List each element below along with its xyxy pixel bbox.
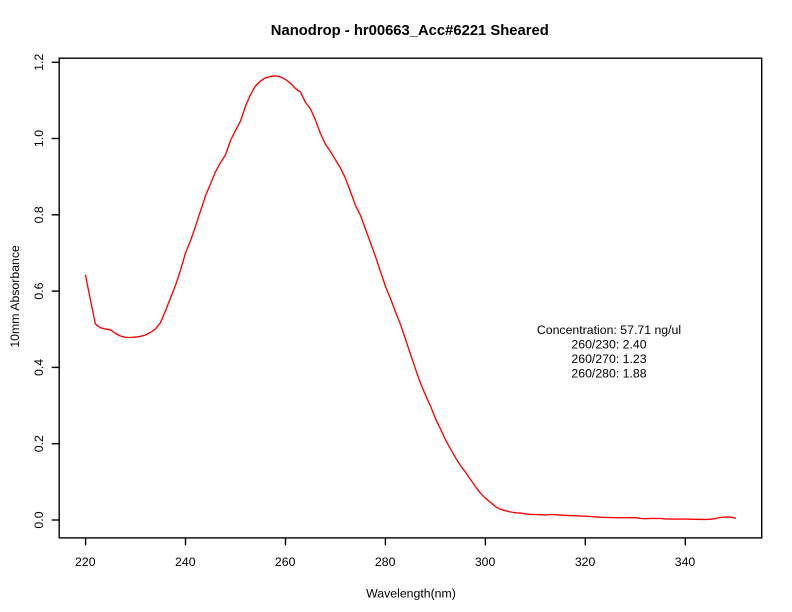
svg-text:Nanodrop - hr00663_Acc#6221 Sh: Nanodrop - hr00663_Acc#6221 Sheared (271, 23, 549, 39)
svg-text:260/270: 1.23: 260/270: 1.23 (571, 352, 646, 366)
svg-text:260: 260 (275, 555, 296, 569)
svg-text:340: 340 (675, 555, 696, 569)
svg-text:260/230: 2.40: 260/230: 2.40 (571, 338, 646, 352)
svg-text:Concentration: 57.71 ng/ul: Concentration: 57.71 ng/ul (537, 323, 681, 337)
svg-text:Wavelength(nm): Wavelength(nm) (366, 587, 456, 601)
svg-text:1.0: 1.0 (32, 130, 46, 147)
svg-text:220: 220 (75, 555, 96, 569)
svg-text:0.0: 0.0 (32, 511, 46, 528)
svg-text:0.2: 0.2 (32, 435, 46, 452)
svg-text:1.2: 1.2 (32, 54, 46, 71)
svg-text:320: 320 (575, 555, 596, 569)
svg-text:0.4: 0.4 (32, 359, 46, 376)
svg-text:260/280: 1.88: 260/280: 1.88 (571, 367, 646, 381)
svg-text:0.6: 0.6 (32, 282, 46, 299)
svg-text:10mm Absorbance: 10mm Absorbance (8, 245, 22, 348)
svg-text:0.8: 0.8 (32, 206, 46, 223)
svg-text:300: 300 (475, 555, 496, 569)
svg-text:240: 240 (175, 555, 196, 569)
svg-text:280: 280 (375, 555, 396, 569)
